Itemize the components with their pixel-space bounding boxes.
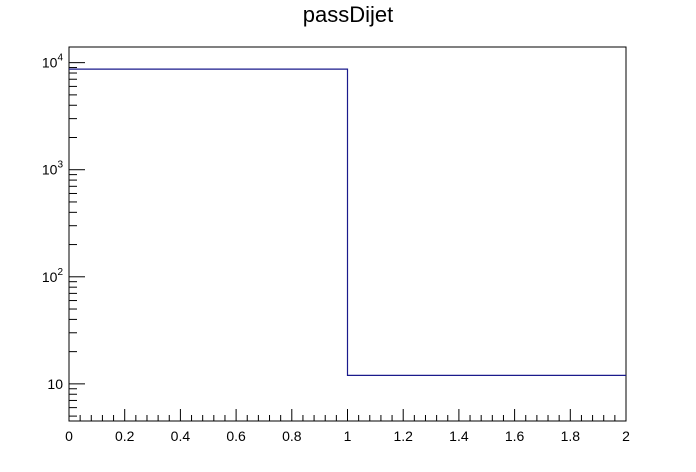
y-tick-label: 104: [42, 53, 64, 71]
y-axis: 10 102 103 104: [42, 53, 85, 417]
x-tick-label: 1: [344, 428, 352, 444]
y-tick-label: 102: [42, 267, 64, 285]
x-tick-label: 0: [65, 428, 73, 444]
histogram-line: [69, 68, 626, 376]
x-tick-label: 0.6: [226, 428, 246, 444]
x-tick-label: 0.4: [171, 428, 191, 444]
histogram-series: [69, 68, 626, 376]
x-tick-label: 0.8: [282, 428, 302, 444]
chart-title: passDijet: [302, 2, 394, 27]
x-tick-label: 1.6: [505, 428, 525, 444]
y-tick-label: 10: [47, 376, 63, 392]
x-tick-label: 1.2: [393, 428, 413, 444]
y-tick-label: 103: [42, 160, 64, 178]
x-tick-label: 1.8: [561, 428, 581, 444]
x-tick-label: 1.4: [449, 428, 469, 444]
x-tick-label: 0.2: [115, 428, 135, 444]
x-tick-label: 2: [622, 428, 630, 444]
x-axis: 0 0.2 0.4 0.6 0.8 1 1.2 1.4 1.6 1.8 2: [65, 409, 630, 444]
